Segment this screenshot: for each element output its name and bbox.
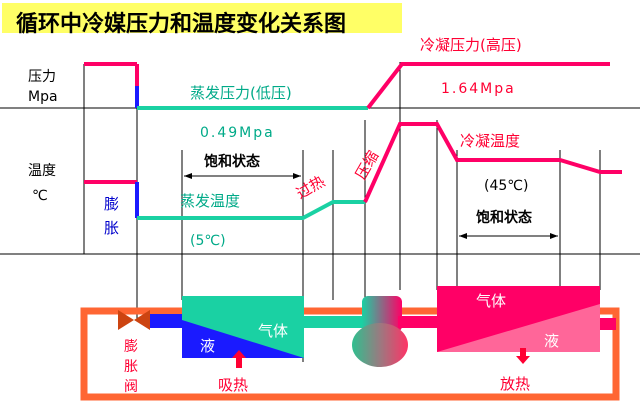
- condenser-gas-label: 气体: [476, 292, 506, 310]
- temp-high-line: [363, 122, 622, 203]
- suction-pipe: [304, 316, 368, 328]
- condensing-temp-label: 冷凝温度: [460, 132, 520, 150]
- expansion-valve-icon: [134, 310, 150, 330]
- absorb-heat-arrow-icon: [236, 358, 242, 368]
- pressure-high-line: [366, 62, 610, 110]
- release-heat-arrow-icon: [520, 348, 526, 356]
- expansion-valve-label: 胀: [124, 359, 138, 375]
- pressure-axis-unit: Mpa: [28, 89, 58, 105]
- page-title: 循环中冷媒压力和温度变化关系图: [16, 12, 347, 37]
- compressor-head: [362, 296, 402, 332]
- condenser-outlet-pipe: [600, 318, 616, 330]
- arrow-head: [459, 233, 467, 239]
- expansion-process-label: 胀: [104, 219, 119, 237]
- condensing-pressure-label: 冷凝压力(高压): [420, 36, 522, 54]
- expansion-valve-label: 膨: [124, 338, 138, 355]
- evaporator-liquid-region: [182, 320, 304, 358]
- temperature-axis-label: 温度: [28, 163, 56, 179]
- arrow-head: [550, 233, 558, 239]
- evaporating-temp-label: 蒸发温度: [180, 192, 240, 210]
- evaporating-pressure-label: 蒸发压力(低压): [190, 84, 292, 102]
- pressure-axis-label: 压力: [28, 69, 56, 85]
- temperature-axis-unit: ℃: [32, 188, 48, 204]
- release-heat-arrow-icon: [516, 356, 530, 364]
- saturated-state-left: 饱和状态: [204, 153, 260, 170]
- condensing-pressure-value: 1.64Mpa: [441, 81, 516, 97]
- evaporating-temp-value: (5℃): [190, 233, 226, 249]
- discharge-pipe: [398, 316, 440, 328]
- saturated-state-right: 饱和状态: [476, 209, 532, 226]
- expansion-process-label: 膨: [104, 195, 119, 213]
- expansion-valve-icon: [118, 310, 134, 330]
- absorb-heat-arrow-icon: [232, 350, 246, 358]
- absorb-heat-label: 吸热: [218, 376, 248, 394]
- condenser-liquid-region: [437, 304, 600, 352]
- compressor-body: [352, 323, 408, 367]
- title-banner: 循环中冷媒压力和温度变化关系图: [2, 3, 402, 37]
- evaporating-pressure-value: 0.49Mpa: [200, 125, 275, 141]
- release-heat-label: 放热: [500, 375, 530, 393]
- arrow-head: [293, 173, 301, 179]
- expansion-valve-label: 阀: [124, 379, 138, 395]
- condenser-liquid-label: 液: [544, 332, 559, 350]
- refrigerant-pipe: [80, 307, 620, 401]
- condensing-temp-value: (45℃): [484, 178, 528, 194]
- low-pressure-pipe: [150, 314, 186, 328]
- evaporator-liquid-label: 液: [200, 337, 215, 355]
- evaporator-gas-label: 气体: [258, 322, 288, 340]
- temp-low-line: [137, 200, 365, 220]
- arrow-head: [184, 173, 192, 179]
